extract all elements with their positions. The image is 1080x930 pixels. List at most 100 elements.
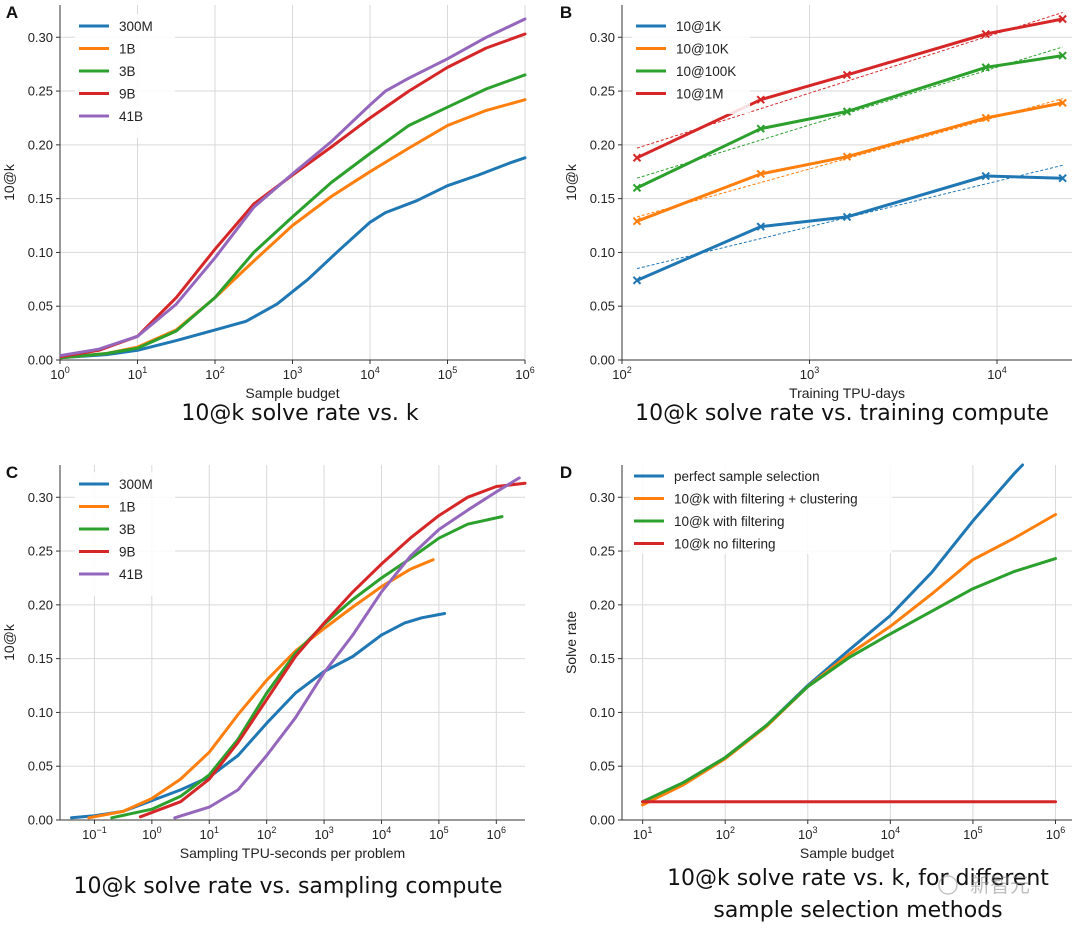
panel-a: 100 101 102 103 104 105 106 0.00 0.05 0.10 0.15 0.2… <box>1 3 535 426</box>
series-10-100k <box>632 46 1067 193</box>
series-1b <box>87 558 435 820</box>
legend-label: 10@k with filtering <box>674 514 785 529</box>
panel-label: B <box>560 3 572 22</box>
x-tick-label: 104 <box>881 825 900 842</box>
y-tick-label: 0.25 <box>28 544 53 559</box>
x-tick-label: 103 <box>314 825 333 842</box>
series-9b <box>138 481 527 819</box>
y-tick-label: 0.05 <box>28 299 53 314</box>
panel-c: 10−1 100 101 102 103 104 105 106 0.00 0.05 0.10 0.1… <box>1 463 527 899</box>
data-point <box>632 276 642 285</box>
series-41b <box>60 17 527 358</box>
plot-area <box>632 12 1067 285</box>
x-tick-label: 104 <box>372 825 391 842</box>
legend-label: 41B <box>119 109 143 124</box>
y-tick-label: 0.15 <box>590 651 615 666</box>
y-tick-label: 0.10 <box>28 245 53 260</box>
legend-label: 300M <box>119 477 153 492</box>
y-tick-label: 0.15 <box>28 191 53 206</box>
y-tick-label: 0.25 <box>590 84 615 99</box>
data-point <box>842 212 852 222</box>
legend: 10@1K 10@10K 10@100K 10@1M <box>632 14 750 114</box>
data-point <box>756 222 765 231</box>
legend: 300M 1B 3B 9B 41B <box>75 14 175 138</box>
series-300m <box>70 612 447 820</box>
y-tick-label: 0.00 <box>590 353 615 368</box>
data-point <box>756 124 765 133</box>
legend-label: 10@100K <box>676 64 736 79</box>
panel-title: 10@k solve rate vs. training compute <box>635 401 1049 426</box>
series-10-k-with-filtering <box>641 557 1057 804</box>
legend-label: 10@k no filtering <box>674 537 776 552</box>
legend-label: 1B <box>119 42 136 57</box>
y-tick-label: 0.20 <box>590 597 615 612</box>
x-tick-label: 100 <box>50 365 69 382</box>
y-axis-label: 10@k <box>1 623 17 661</box>
y-tick-label: 0.05 <box>28 759 53 774</box>
x-tick-label: 10−1 <box>82 825 107 842</box>
y-tick-label: 0.20 <box>28 137 53 152</box>
x-tick-label: 105 <box>438 365 457 382</box>
panel-label: A <box>6 3 18 22</box>
y-tick-label: 0.00 <box>28 353 53 368</box>
series-10-1k <box>632 164 1067 285</box>
y-tick-label: 0.25 <box>28 84 53 99</box>
series-line <box>87 558 435 820</box>
series-line <box>60 156 527 360</box>
data-point <box>1058 98 1067 108</box>
series-line <box>641 513 1057 807</box>
legend-label: perfect sample selection <box>674 469 820 484</box>
x-tick-label: 106 <box>1046 825 1065 842</box>
legend-label: 3B <box>119 522 136 537</box>
panel-title: 10@k solve rate vs. sampling compute <box>74 874 503 899</box>
watermark-text: 新智元 <box>970 874 1030 897</box>
series-10-1m <box>632 12 1067 162</box>
legend-box <box>75 472 175 596</box>
y-tick-label: 0.20 <box>590 137 615 152</box>
y-tick-label: 0.05 <box>590 759 615 774</box>
x-tick-label: 104 <box>987 365 1006 382</box>
series-line <box>641 557 1057 804</box>
series-41b <box>173 476 521 820</box>
x-tick-label: 103 <box>283 365 302 382</box>
x-tick-label: 101 <box>128 365 147 382</box>
series-3b <box>60 73 527 360</box>
watermark-icon <box>938 875 958 895</box>
trend-line <box>636 98 1063 218</box>
y-axis-label: 10@k <box>1 163 17 201</box>
plot-area <box>70 476 527 820</box>
y-tick-label: 0.30 <box>28 30 53 45</box>
y-tick-label: 0.30 <box>590 490 615 505</box>
legend-label: 1B <box>119 500 136 515</box>
y-tick-label: 0.00 <box>590 813 615 828</box>
legend-label: 9B <box>119 87 136 102</box>
data-point <box>1058 14 1067 24</box>
x-axis-label: Sample budget <box>245 385 339 401</box>
series-line <box>60 17 527 358</box>
panel-b: 102 103 104 0.00 0.05 0.10 0.15 0.20 0.25 0.30 Tra… <box>560 3 1072 426</box>
data-point <box>981 29 990 39</box>
y-tick-label: 0.10 <box>28 705 53 720</box>
x-tick-label: 105 <box>963 825 982 842</box>
x-axis-label: Sample budget <box>800 845 894 861</box>
x-tick-label: 106 <box>487 825 506 842</box>
data-point <box>632 217 642 226</box>
y-axis-label: Solve rate <box>563 611 579 674</box>
plot-area <box>60 17 527 360</box>
y-tick-label: 0.30 <box>590 30 615 45</box>
data-point <box>981 171 990 181</box>
series-line <box>635 101 1065 223</box>
legend-label: 10@10K <box>676 42 729 57</box>
panel-label: D <box>560 463 572 482</box>
x-tick-label: 101 <box>633 825 652 842</box>
panel-d: 101 102 103 104 105 106 0.00 0.05 0.10 0.15 0.20 0.… <box>560 463 1072 923</box>
data-point <box>632 183 642 193</box>
x-tick-label: 106 <box>515 365 534 382</box>
legend-label: 9B <box>119 545 136 560</box>
panel-label: C <box>6 463 18 482</box>
legend-label: 3B <box>119 64 136 79</box>
legend: 300M 1B 3B 9B 41B <box>75 472 175 596</box>
data-point <box>842 107 852 116</box>
x-tick-label: 101 <box>200 825 219 842</box>
